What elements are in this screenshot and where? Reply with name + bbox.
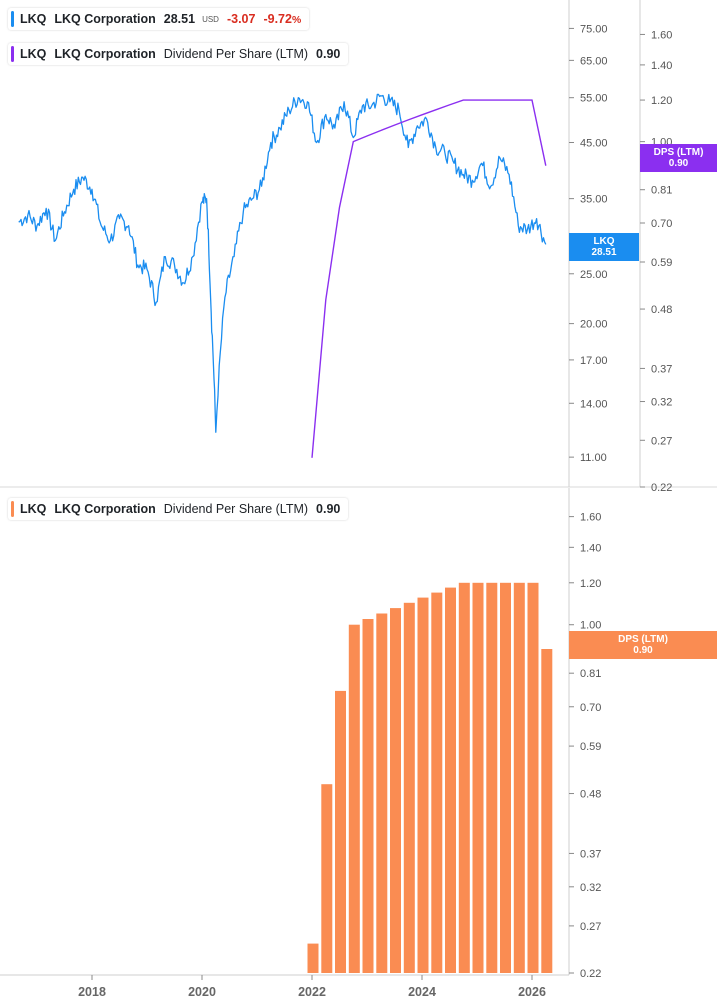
legend-dps-bars-color xyxy=(11,501,14,517)
dps-bar xyxy=(458,582,470,973)
dps-flag-bottom-label: DPS (LTM) xyxy=(618,634,668,645)
dps-axis-tick-label: 1.40 xyxy=(651,60,672,72)
dps-bar xyxy=(445,587,456,973)
bar-axis-tick-label: 1.40 xyxy=(580,542,601,554)
dps-flag-top-value: 0.90 xyxy=(668,158,689,169)
price-axis-tick-label: 55.00 xyxy=(580,93,608,105)
dps-bar xyxy=(527,582,539,973)
dps-bar xyxy=(486,582,498,973)
bar-axis-tick-label: 0.81 xyxy=(580,668,601,680)
price-flag: LKQ 28.51 xyxy=(569,233,639,261)
dps-axis-tick-label: 1.60 xyxy=(651,29,672,41)
price-axis-tick-label: 17.00 xyxy=(580,355,608,367)
dps-axis-tick-label: 0.81 xyxy=(651,185,672,197)
legend-dps-bars-value: 0.90 xyxy=(316,502,341,516)
legend-dps-overlay-company: LKQ Corporation xyxy=(54,47,156,61)
bar-axis-tick-label: 0.37 xyxy=(580,848,601,860)
price-axis-tick-label: 11.00 xyxy=(580,452,607,464)
bar-axis-tick-label: 1.60 xyxy=(580,512,601,524)
legend-dps-bars-metric: Dividend Per Share (LTM) xyxy=(163,502,309,516)
x-axis-tick-label: 2024 xyxy=(408,985,436,999)
price-axis-tick-label: 35.00 xyxy=(580,194,608,206)
price-axis-tick-label: 20.00 xyxy=(580,319,608,331)
dps-bar xyxy=(307,943,319,973)
dps-bar xyxy=(500,582,511,973)
legend-price-ticker: LKQ xyxy=(20,12,47,26)
dps-bar xyxy=(431,592,443,973)
price-series-line xyxy=(18,93,547,433)
dps-axis-tick-label: 0.70 xyxy=(651,218,672,230)
price-flag-value: 28.51 xyxy=(591,247,617,258)
bar-axis-tick-label: 0.27 xyxy=(580,921,601,933)
dps-axis-tick-label: 0.27 xyxy=(651,435,672,447)
legend-dps-overlay-ticker: LKQ xyxy=(20,47,47,61)
dps-axis-tick-label: 1.20 xyxy=(651,95,672,107)
price-axis-tick-label: 45.00 xyxy=(580,138,608,150)
dps-flag-bottom-value: 0.90 xyxy=(633,645,653,656)
legend-price-color xyxy=(11,11,14,27)
legend-dps-overlay-color xyxy=(11,46,14,62)
legend-dps-overlay-metric: Dividend Per Share (LTM) xyxy=(163,47,309,61)
price-axis-tick-label: 14.00 xyxy=(580,398,608,410)
legend-dps-overlay-value: 0.90 xyxy=(316,47,341,61)
legend-dps-bars-company: LKQ Corporation xyxy=(54,502,156,516)
dps-axis-tick-label: 0.37 xyxy=(651,363,672,375)
dps-series-line xyxy=(311,99,547,458)
bar-axis-tick-label: 0.22 xyxy=(580,968,601,980)
dps-bar xyxy=(348,624,360,973)
dps-bar xyxy=(362,619,374,973)
bar-axis-tick-label: 1.00 xyxy=(580,620,601,632)
legend-price-change-pct: -9.72% xyxy=(263,12,302,26)
x-axis-tick-label: 2026 xyxy=(518,985,546,999)
legend-price-currency: USD xyxy=(202,14,219,24)
dps-bar xyxy=(321,784,333,973)
dps-bar xyxy=(335,690,346,973)
dps-axis-tick-label: 0.22 xyxy=(651,482,672,494)
x-axis-tick-label: 2022 xyxy=(298,985,326,999)
legend-price-change: -3.07 xyxy=(226,12,256,26)
bar-axis-tick-label: 0.32 xyxy=(580,882,601,894)
dps-bar xyxy=(417,597,429,973)
dps-bar xyxy=(390,608,401,973)
legend-dps-bars[interactable]: LKQ LKQ Corporation Dividend Per Share (… xyxy=(8,498,349,520)
bar-axis-tick-label: 0.59 xyxy=(580,741,601,753)
dps-bar xyxy=(541,649,553,973)
legend-dps-overlay[interactable]: LKQ LKQ Corporation Dividend Per Share (… xyxy=(8,43,349,65)
dps-axis-tick-label: 0.48 xyxy=(651,304,672,316)
dps-axis-tick-label: 0.59 xyxy=(651,257,672,269)
x-axis-tick-label: 2020 xyxy=(188,985,216,999)
legend-price[interactable]: LKQ LKQ Corporation 28.51 USD -3.07 -9.7… xyxy=(8,8,310,30)
bar-axis-tick-label: 0.48 xyxy=(580,789,601,801)
dps-flag-bottom: DPS (LTM) 0.90 xyxy=(569,631,717,659)
price-flag-label: LKQ xyxy=(593,236,615,247)
price-axis-tick-label: 65.00 xyxy=(580,55,608,67)
legend-price-company: LKQ Corporation xyxy=(54,12,156,26)
dps-bar xyxy=(376,613,388,973)
dps-bar xyxy=(472,582,484,973)
legend-price-value: 28.51 xyxy=(163,12,196,26)
x-axis-tick-label: 2018 xyxy=(78,985,106,999)
dps-bar xyxy=(403,602,415,973)
dps-flag-top: DPS (LTM) 0.90 xyxy=(640,144,717,172)
price-axis-tick-label: 25.00 xyxy=(580,269,608,281)
dps-flag-top-label: DPS (LTM) xyxy=(653,147,704,158)
legend-dps-bars-ticker: LKQ xyxy=(20,502,47,516)
bar-axis-tick-label: 0.70 xyxy=(580,702,601,714)
dps-axis-tick-label: 0.32 xyxy=(651,397,672,409)
bar-axis-tick-label: 1.20 xyxy=(580,578,601,590)
price-axis-tick-label: 75.00 xyxy=(580,23,608,35)
dps-bar xyxy=(513,582,525,973)
